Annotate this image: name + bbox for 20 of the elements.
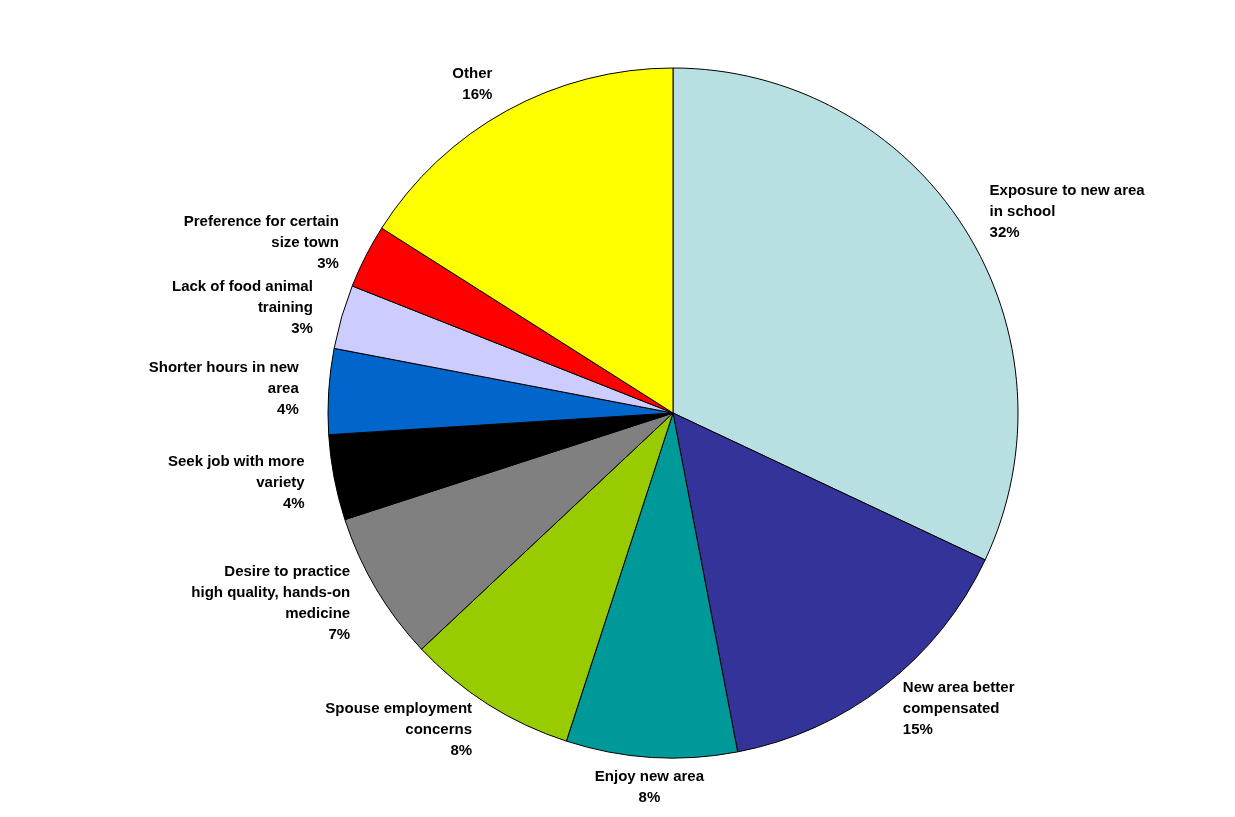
data-label: 4% bbox=[277, 400, 299, 418]
slice-label: Preference for certain size town bbox=[183, 211, 339, 250]
data-label: 16% bbox=[462, 84, 493, 102]
slice-label: Shorter hours in new area bbox=[148, 358, 300, 397]
data-label: 8% bbox=[450, 740, 473, 758]
data-label: 7% bbox=[328, 625, 351, 643]
slice-label: New area better compensated bbox=[902, 678, 1015, 717]
data-label: 4% bbox=[282, 494, 305, 512]
data-label: 3% bbox=[291, 319, 313, 337]
slice-label: Seek job with more variety bbox=[167, 452, 306, 491]
slice-label: Exposure to new area in school bbox=[989, 181, 1146, 220]
data-label: 3% bbox=[317, 253, 339, 271]
slice-label: Desire to practice high quality, hands-on medicine bbox=[191, 562, 351, 622]
slice-label: Other bbox=[452, 63, 493, 81]
data-label: 8% bbox=[638, 787, 661, 805]
slice-label: Enjoy new area bbox=[594, 766, 705, 784]
data-label: 15% bbox=[902, 720, 933, 738]
slice-label: Lack of food animal training bbox=[172, 277, 313, 316]
data-label: 32% bbox=[989, 223, 1020, 241]
slice-label: Spouse employment concerns bbox=[325, 698, 473, 737]
